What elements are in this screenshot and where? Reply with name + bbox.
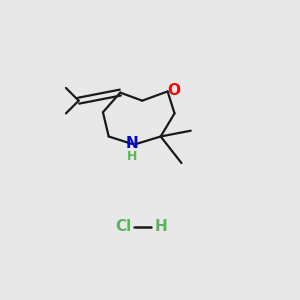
Text: H: H — [154, 219, 167, 234]
Text: N: N — [126, 136, 139, 151]
Text: Cl: Cl — [116, 219, 132, 234]
Text: H: H — [127, 150, 137, 163]
Text: O: O — [168, 83, 181, 98]
